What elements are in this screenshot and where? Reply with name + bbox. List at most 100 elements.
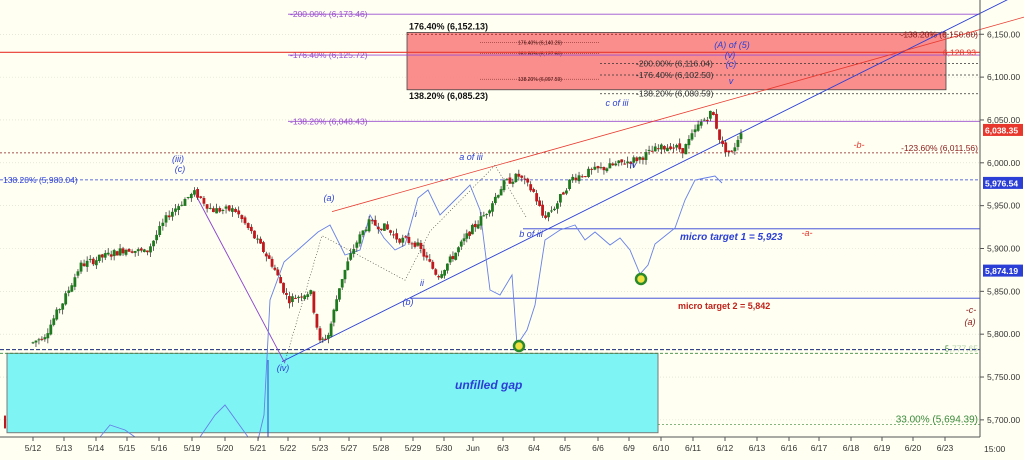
candle-body	[470, 224, 474, 235]
candle-body	[587, 168, 590, 178]
candle-body	[70, 285, 74, 292]
candle-body	[638, 156, 642, 160]
candle-body	[454, 252, 458, 260]
x-tick-label: 5/15	[119, 443, 136, 453]
candle-body	[407, 236, 411, 243]
candle-body	[687, 139, 691, 146]
candle-body	[505, 179, 509, 181]
candle-body	[358, 234, 362, 244]
candle-body	[133, 250, 137, 253]
candle-body	[276, 269, 280, 276]
candle-body	[332, 309, 336, 323]
candle-body	[297, 296, 300, 299]
candle-body	[635, 157, 639, 162]
candle-body	[626, 161, 630, 164]
candle-body	[97, 254, 101, 261]
candle-body	[535, 193, 539, 202]
target-zone-box	[406, 32, 947, 91]
wave-label: (c)	[726, 59, 737, 69]
candle-body	[529, 184, 533, 191]
candle-body	[58, 309, 62, 311]
candle-body	[482, 215, 486, 217]
candle-body	[170, 211, 174, 217]
candle-body	[85, 260, 89, 267]
candle-body	[49, 324, 53, 335]
y-tick-label: 6,150.00	[987, 29, 1020, 39]
x-tick-label: 6/16	[781, 443, 798, 453]
candle-body	[465, 233, 469, 239]
candle-body	[177, 206, 181, 211]
x-tick-label: 6/3	[497, 443, 509, 453]
candle-body	[488, 210, 491, 214]
micro-target-2-label: micro target 2 = 5,842	[678, 301, 770, 311]
candle-body	[675, 145, 679, 148]
candles	[4, 109, 743, 429]
candle-body	[100, 254, 104, 258]
y-tick-label: 5,700.00	[987, 415, 1020, 425]
candle-body	[468, 231, 472, 236]
candle-body	[82, 263, 86, 267]
candle-body	[493, 196, 497, 204]
candle-body	[31, 342, 35, 344]
candle-body	[514, 173, 518, 182]
candle-body	[541, 204, 544, 216]
candle-body	[34, 340, 38, 343]
candle-body	[309, 290, 313, 295]
candle-body	[262, 242, 265, 252]
wave-label: i	[415, 209, 418, 219]
candle-body	[401, 237, 405, 243]
candle-body	[565, 190, 568, 194]
fib-level-label: 138.20% (5,980.04)	[3, 175, 78, 185]
lower-trend-line	[281, 0, 1008, 362]
candle-body	[118, 248, 122, 256]
candle-body	[739, 133, 743, 140]
candle-body	[608, 163, 612, 169]
candle-body	[259, 238, 262, 244]
candle-body	[558, 194, 562, 203]
candle-body	[230, 208, 234, 212]
candle-body	[476, 224, 480, 229]
candle-body	[462, 238, 466, 242]
candle-body	[437, 275, 441, 278]
candle-body	[398, 238, 402, 243]
candle-body	[249, 226, 253, 232]
x-tick-label: 6/4	[528, 443, 540, 453]
candle-body	[112, 250, 116, 257]
wave-label: v	[729, 76, 734, 86]
candle-body	[590, 168, 594, 170]
candle-body	[656, 148, 660, 150]
candle-body	[346, 261, 350, 271]
candle-body	[329, 323, 333, 337]
candle-body	[653, 146, 657, 152]
candle-body	[109, 254, 113, 257]
candle-body	[547, 212, 550, 218]
candle-body	[88, 258, 92, 260]
candle-body	[300, 296, 304, 298]
candle-body	[491, 203, 494, 212]
fib-level-label: 6,128.93	[943, 47, 976, 57]
candle-body	[459, 241, 463, 247]
candle-body	[499, 189, 503, 196]
candle-body	[318, 328, 322, 341]
candle-body	[130, 251, 134, 253]
candle-body	[227, 205, 231, 211]
fib-level-label: -123.60% (6,011.56)	[901, 143, 978, 153]
candle-body	[647, 149, 651, 151]
candle-body	[663, 146, 666, 150]
candle-body	[55, 309, 59, 320]
candle-body	[422, 248, 426, 257]
candle-body	[326, 335, 330, 339]
candle-body	[614, 163, 618, 166]
price-tag-label: 6,038.35	[985, 125, 1018, 135]
y-tick-label: 5,850.00	[987, 286, 1020, 296]
price-tag-label: 5,874.19	[985, 266, 1018, 276]
x-tick-label: Jun	[466, 443, 480, 453]
candle-body	[696, 124, 700, 131]
candle-body	[672, 147, 675, 149]
candle-body	[416, 242, 420, 246]
candle-body	[690, 133, 694, 140]
wave-label: iv	[630, 160, 637, 170]
micro-target-1-label: micro target 1 = 5,923	[680, 232, 783, 243]
projection-path	[257, 175, 723, 441]
